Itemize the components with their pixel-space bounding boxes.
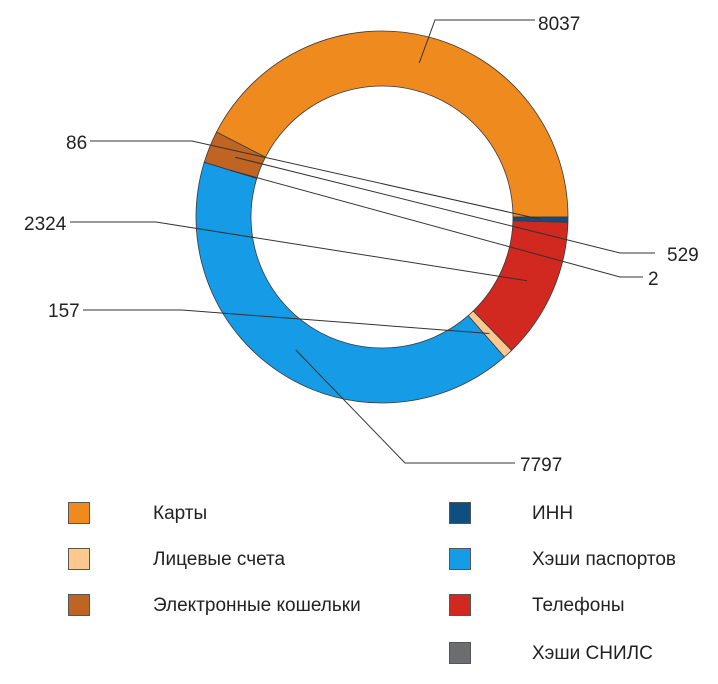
- donut-slice-0: [215, 30, 569, 218]
- data-label-accounts: 157: [48, 301, 80, 322]
- leader-line-3: [295, 349, 515, 464]
- leader-lines: [70, 19, 655, 464]
- donut-slices: [195, 30, 569, 404]
- data-label-passports: 7797: [520, 455, 562, 476]
- donut-slice-3: [195, 161, 506, 404]
- leader-line-6: [90, 140, 541, 220]
- value-labels: 8037 529 2 7797 157 2324 86: [24, 14, 699, 476]
- leader-line-5: [70, 221, 528, 282]
- leader-line-0: [418, 19, 535, 64]
- data-label-cards: 8037: [538, 14, 580, 35]
- data-label-ewallets: 529: [667, 245, 699, 266]
- leader-line-2: [230, 169, 643, 278]
- leader-line-4: [83, 309, 490, 335]
- data-label-inn: 86: [66, 133, 87, 154]
- data-label-phones: 2324: [24, 214, 67, 235]
- data-label-snils: 2: [648, 269, 659, 290]
- leader-line-1: [235, 156, 655, 254]
- donut-slice-6: [512, 216, 569, 223]
